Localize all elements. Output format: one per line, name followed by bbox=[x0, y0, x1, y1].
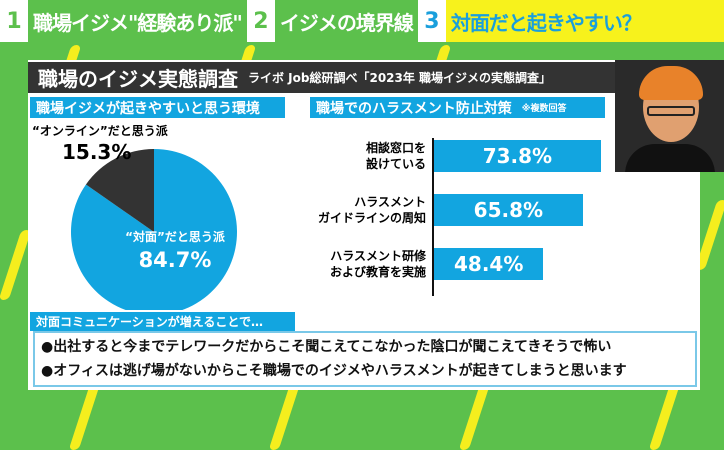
bar-category-label: ハラスメント研修 および教育を実施 bbox=[329, 249, 426, 279]
tab-label: 職場イジメ"経験あり派" bbox=[33, 10, 243, 35]
presenter-glasses bbox=[647, 106, 695, 116]
pie-label-inperson: “対面”だと思う派 bbox=[125, 230, 225, 244]
bar: 73.8% bbox=[434, 140, 601, 172]
tab-1: 1 職場イジメ"経験あり派" bbox=[0, 0, 247, 42]
tab-number: 1 bbox=[0, 0, 28, 42]
segment-tabs: 1 職場イジメ"経験あり派" 2 イジメの境界線 3 対面だと起きやすい？ bbox=[0, 0, 724, 42]
comment-item: ●オフィスは逃げ場がないからこそ職場でのイジメやハラスメントが起きてしまうと思い… bbox=[41, 363, 627, 379]
comments-title: 対面コミュニケーションが増えることで… bbox=[30, 312, 295, 331]
bar-category-label: 相談窓口を 設けている bbox=[365, 141, 426, 171]
tab-label: イジメの境界線 bbox=[279, 10, 414, 35]
bar-note: ※複数回答 bbox=[521, 104, 567, 114]
pie-value-inperson: 84.7% bbox=[138, 248, 212, 272]
tab-3: 3 対面だと起きやすい？ bbox=[417, 0, 724, 42]
pie-slice bbox=[85, 149, 154, 232]
bar-title-text: 職場でのハラスメント防止対策 bbox=[316, 100, 512, 117]
tab-label: 対面だと起きやすい？ bbox=[445, 0, 724, 42]
bar: 48.4% bbox=[434, 248, 544, 280]
bar-axis bbox=[432, 138, 434, 296]
pie-slice bbox=[71, 149, 237, 310]
pie-title: 職場イジメが起きやすいと思う環境 bbox=[30, 97, 285, 118]
survey-title: 職場のイジメ実態調査 bbox=[38, 67, 238, 91]
comments-box: ●出社すると今までテレワークだからこそ聞こえてこなかった陰口が聞こえてきそうで怖… bbox=[33, 331, 697, 387]
presenter-body bbox=[625, 144, 715, 172]
presenter-hair bbox=[639, 66, 703, 100]
tab-number: 3 bbox=[417, 0, 446, 42]
pie-value-online: 15.3% bbox=[62, 140, 132, 164]
survey-source: ライボ Job総研調べ「2023年 職場イジメの実態調査」 bbox=[248, 71, 552, 85]
bar-title: 職場でのハラスメント防止対策 ※複数回答 bbox=[310, 97, 605, 118]
survey-header: 職場のイジメ実態調査 ライボ Job総研調べ「2023年 職場イジメの実態調査」 bbox=[28, 62, 615, 93]
bar: 65.8% bbox=[434, 194, 583, 226]
bar-value-label: 48.4% bbox=[453, 252, 524, 276]
pie-chart bbox=[71, 149, 237, 310]
comment-item: ●出社すると今までテレワークだからこそ聞こえてこなかった陰口が聞こえてきそうで怖… bbox=[41, 339, 612, 355]
pie-label-online: “オンライン”だと思う派 bbox=[32, 124, 168, 138]
bar-value-label: 65.8% bbox=[473, 198, 544, 222]
tab-number: 2 bbox=[246, 0, 275, 42]
presenter-video bbox=[615, 60, 724, 172]
bar-category-label: ハラスメント ガイドラインの周知 bbox=[317, 195, 426, 225]
bar-value-label: 73.8% bbox=[482, 144, 553, 168]
tab-2: 2 イジメの境界線 bbox=[246, 0, 418, 42]
